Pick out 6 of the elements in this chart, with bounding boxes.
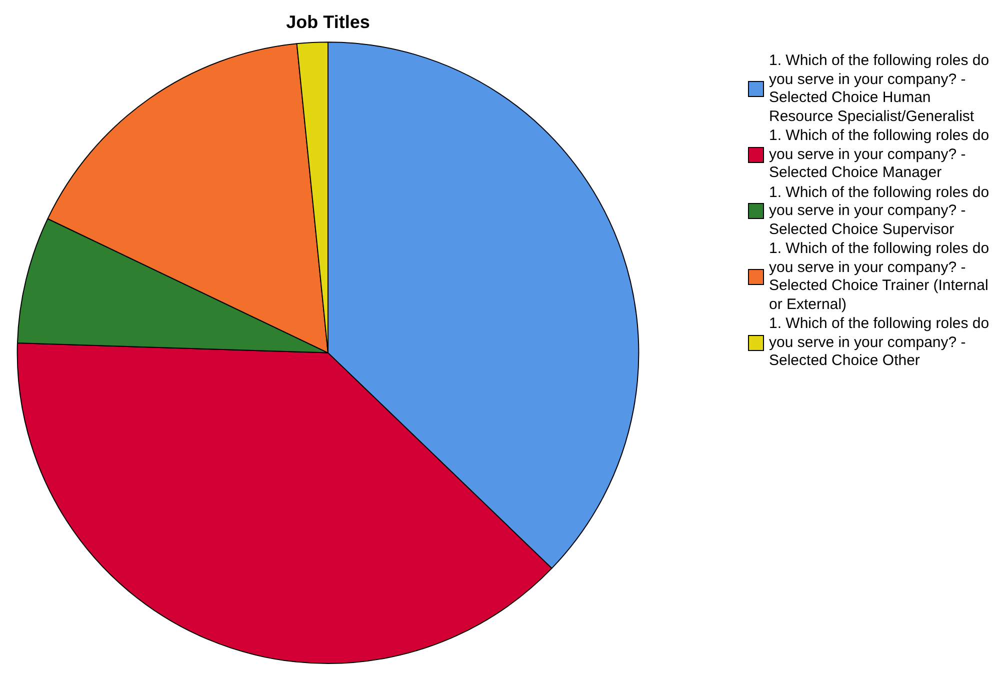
- legend-label: 1. Which of the following roles do you serve in your company? - Selected Choice Supervisor: [769, 184, 990, 239]
- chart-title: Job Titles: [286, 12, 370, 32]
- legend-label: 1. Which of the following roles do you serve in your company? - Selected Choice Manager: [769, 127, 990, 182]
- legend-label: 1. Which of the following roles do you serve in your company? - Selected Choice Human Resource Specialist/Generalist: [769, 52, 990, 126]
- legend-label: 1. Which of the following roles do you serve in your company? - Selected Choice Other: [769, 315, 990, 370]
- legend-label: 1. Which of the following roles do you serve in your company? - Selected Choice Trainer (Internal or External): [769, 240, 990, 314]
